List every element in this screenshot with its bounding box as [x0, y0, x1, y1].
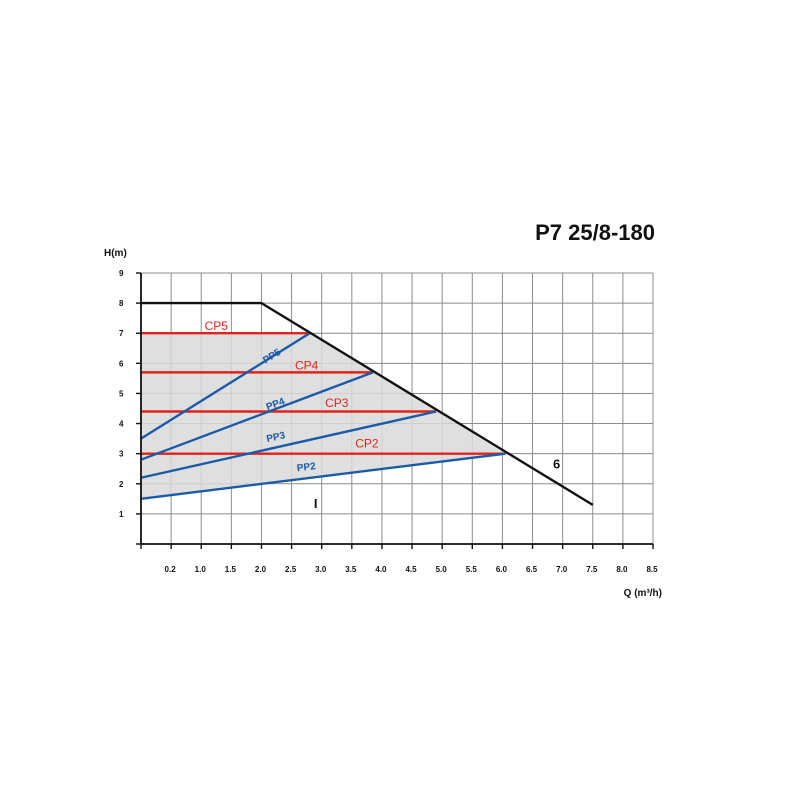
x-tick-label: 3.0 [315, 565, 327, 574]
axes [136, 272, 654, 549]
x-tick-label: 4.0 [375, 565, 387, 574]
x-tick-label: 4.5 [405, 565, 417, 574]
operating-area-fill [141, 333, 506, 499]
chart-title: P7 25/8-180 [535, 220, 655, 245]
x-tick-label: 8.5 [646, 565, 658, 574]
y-axis-label: H(m) [104, 248, 127, 259]
x-tick-label: 0.2 [165, 565, 177, 574]
tick-labels: 1 2 3 4 5 6 7 8 9 0.2 1.0 1.5 2.0 2.5 3.0 3.5 4.0 4.5 5.0 5… [119, 269, 658, 574]
annotation-label: I [314, 496, 318, 511]
series-label-pp3: PP3 [266, 430, 287, 445]
x-tick-label: 2.5 [285, 565, 297, 574]
x-tick-label: 5.0 [436, 565, 448, 574]
x-tick-label: 6.5 [526, 565, 538, 574]
y-tick-label: 6 [119, 359, 124, 368]
series-label-cp2: CP2 [355, 437, 379, 451]
series-label-pp2: PP2 [296, 461, 317, 474]
series-label-cp3: CP3 [325, 396, 349, 410]
annotation-label: 6 [553, 457, 560, 472]
x-tick-label: 6.0 [496, 565, 508, 574]
series-lines [140, 301, 594, 506]
y-tick-label: 9 [119, 269, 124, 278]
y-tick-label: 3 [119, 450, 124, 459]
series-line-6 [141, 301, 594, 506]
x-tick-label: 5.5 [466, 565, 478, 574]
series-line-pp2 [140, 452, 506, 501]
x-tick-label: 1.0 [195, 565, 207, 574]
x-axis-label: Q (m³/h) [624, 588, 662, 599]
x-tick-label: 7.0 [556, 565, 568, 574]
y-tick-label: 2 [119, 480, 124, 489]
x-tick-label: 7.5 [586, 565, 598, 574]
y-tick-label: 8 [119, 299, 124, 308]
operating-area [141, 333, 506, 499]
series-line-pp4 [140, 371, 374, 461]
series-line-pp3 [140, 410, 437, 479]
series-label-cp5: CP5 [205, 319, 229, 333]
series-label-cp4: CP4 [295, 358, 319, 372]
y-tick-label: 4 [119, 420, 124, 429]
grid [141, 272, 654, 544]
x-tick-label: 1.5 [225, 565, 237, 574]
x-tick-label: 8.0 [616, 565, 628, 574]
y-tick-label: 1 [119, 510, 124, 519]
y-tick-label: 7 [119, 329, 124, 338]
x-tick-label: 3.5 [345, 565, 357, 574]
series-line-pp5 [140, 332, 311, 440]
y-tick-label: 5 [119, 389, 124, 398]
x-tick-label: 2.0 [255, 565, 267, 574]
